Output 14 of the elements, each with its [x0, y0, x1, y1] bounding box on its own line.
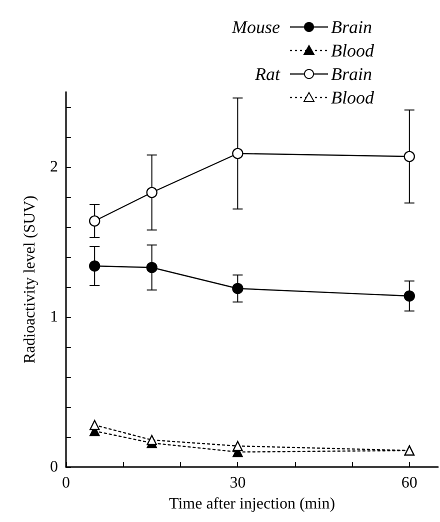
legend-label: Blood	[331, 40, 375, 60]
y-tick-label: 2	[50, 158, 58, 176]
y-tick-label: 1	[50, 308, 58, 326]
legend-label: Brain	[331, 17, 372, 37]
text: Rat	[254, 64, 281, 84]
text: Mouse	[231, 17, 280, 37]
x-tick-label: 30	[230, 474, 246, 492]
y-axis-title: Radioactivity level (SUV)	[22, 196, 38, 364]
x-tick-label: 0	[62, 474, 70, 492]
x-tick-label: 60	[401, 474, 418, 492]
x-axis-title: Time after injection (min)	[168, 495, 336, 512]
y-tick-label: 0	[50, 458, 58, 476]
legend-label: Brain	[331, 64, 372, 84]
legend-label: Blood	[331, 88, 375, 108]
